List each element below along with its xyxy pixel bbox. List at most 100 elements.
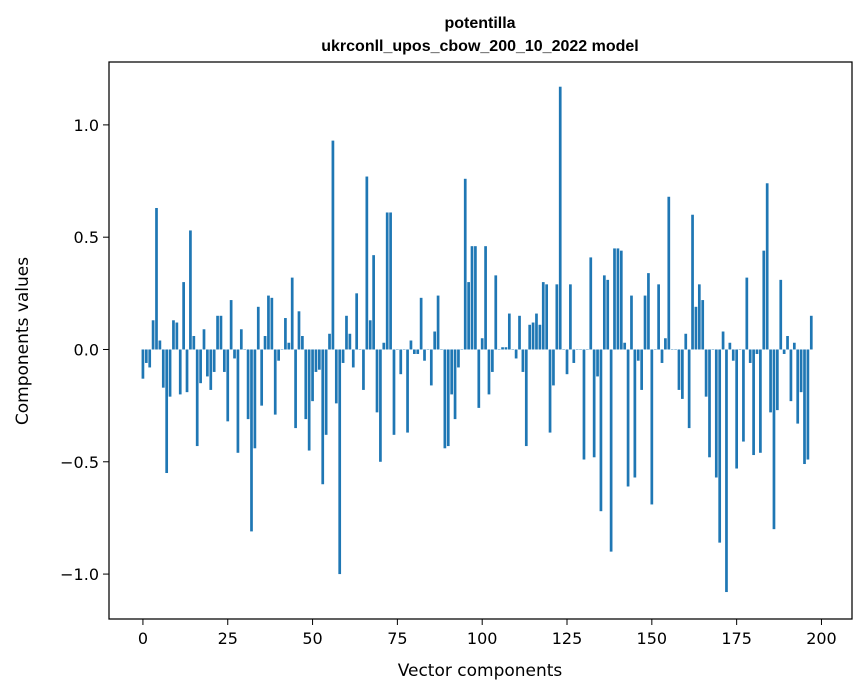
chart-title-line2: ukrconll_upos_cbow_200_10_2022 model: [321, 38, 638, 55]
bar-100: [480, 338, 484, 350]
bar-33: [253, 349, 257, 449]
bar-160: [684, 333, 688, 350]
bar-45: [294, 349, 297, 429]
bar-27: [233, 349, 236, 359]
bar-106: [501, 347, 504, 350]
bar-5: [158, 340, 162, 350]
x-tick-label: 125: [552, 629, 583, 648]
bar-56: [331, 140, 335, 350]
bar-87: [436, 295, 440, 350]
bar-73: [389, 212, 392, 350]
bar-1: [144, 349, 148, 363]
bar-110: [514, 349, 518, 359]
x-axis: 0 25 50 75 100 125 150 175 200: [138, 619, 837, 648]
bar-82: [419, 297, 423, 350]
bar-97: [470, 246, 474, 350]
bar-10: [175, 322, 179, 350]
bar-89: [443, 349, 447, 449]
bar-21: [212, 349, 216, 372]
bar-4: [155, 207, 158, 350]
bar-103: [491, 349, 494, 372]
bar-164: [697, 284, 701, 350]
bar-137: [606, 279, 610, 350]
bar-193: [796, 349, 800, 424]
bar-24: [222, 349, 226, 372]
bar-37: [267, 295, 270, 350]
bar-133: [592, 349, 596, 458]
bar-68: [372, 255, 375, 350]
bar-195: [803, 349, 806, 465]
bar-60: [345, 315, 348, 350]
bar-57: [334, 349, 338, 404]
bar-180: [752, 349, 755, 456]
bar-61: [348, 333, 352, 350]
x-tick-label: 175: [721, 629, 752, 648]
bar-117: [538, 324, 542, 350]
bar-71: [382, 342, 386, 350]
bar-62: [351, 349, 355, 368]
bar-53: [321, 349, 325, 485]
bar-12: [182, 282, 185, 350]
bar-170: [718, 349, 722, 543]
bar-76: [399, 349, 403, 375]
bar-47: [301, 336, 304, 350]
bar-118: [541, 282, 545, 350]
bar-148: [643, 295, 647, 350]
bar-107: [504, 347, 508, 350]
bar-38: [270, 297, 274, 350]
bar-74: [392, 349, 396, 435]
bar-35: [260, 349, 264, 406]
bar-9: [172, 320, 175, 350]
bar-147: [640, 349, 644, 390]
bar-39: [273, 349, 277, 415]
bar-50: [311, 349, 314, 402]
bar-28: [236, 349, 240, 453]
bar-177: [742, 349, 745, 442]
x-tick-label: 75: [387, 629, 407, 648]
x-axis-label: Vector components: [398, 661, 563, 681]
bar-149: [647, 273, 650, 350]
y-tick-label: −0.5: [60, 453, 99, 472]
bar-25: [226, 349, 230, 422]
chart-title-line1: potentilla: [444, 15, 515, 32]
bar-3: [151, 320, 155, 350]
bar-36: [263, 336, 267, 350]
x-tick-label: 100: [467, 629, 498, 648]
bar-136: [602, 275, 606, 350]
bar-183: [762, 250, 766, 350]
bar-169: [714, 349, 718, 478]
bar-81: [416, 349, 420, 354]
bar-95: [463, 178, 467, 350]
bar-42: [284, 318, 287, 350]
bar-186: [772, 349, 776, 530]
bar-181: [755, 349, 759, 354]
bar-172: [725, 349, 728, 593]
bar-17: [199, 349, 202, 384]
bar-114: [528, 324, 532, 350]
bar-140: [616, 248, 620, 350]
bar-130: [582, 349, 586, 460]
bar-145: [633, 349, 637, 478]
bar-18: [202, 329, 206, 350]
bar-153: [660, 349, 664, 363]
bar-161: [687, 349, 691, 429]
bar-185: [769, 349, 772, 413]
bar-72: [385, 212, 389, 350]
bar-66: [365, 176, 369, 350]
bar-46: [297, 311, 301, 350]
bar-52: [317, 349, 321, 370]
bar-11: [178, 349, 182, 395]
bar-197: [809, 315, 813, 350]
bar-55: [328, 333, 331, 350]
bar-91: [450, 349, 454, 395]
bar-7: [165, 349, 169, 474]
bar-119: [545, 284, 549, 350]
bar-179: [748, 349, 752, 363]
plot-frame: [108, 61, 853, 620]
bar-138: [609, 349, 613, 552]
bar-48: [304, 349, 308, 420]
bar-162: [691, 214, 694, 350]
bar-167: [708, 349, 711, 458]
bar-29: [239, 329, 243, 350]
